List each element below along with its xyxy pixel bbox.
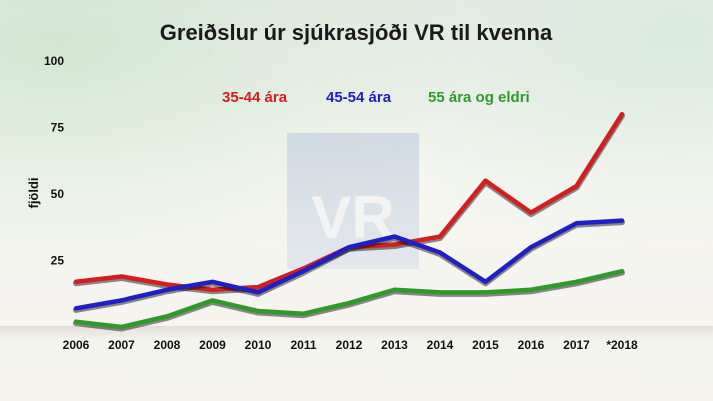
baseline-shadow xyxy=(0,326,713,340)
y-tick-label: 25 xyxy=(51,254,65,268)
x-tick-label: 2010 xyxy=(245,338,272,352)
x-tick-label: 2015 xyxy=(472,338,499,352)
x-tick-label: 2012 xyxy=(336,338,363,352)
y-tick-label: 50 xyxy=(51,187,65,201)
x-tick-label: 2011 xyxy=(290,338,316,352)
x-tick-label: 2013 xyxy=(381,338,408,352)
legend: 35-44 ára 45-54 ára 55 ára og eldri xyxy=(222,89,530,106)
series-lines xyxy=(73,111,625,332)
legend-entry: 35-44 ára xyxy=(222,89,288,106)
legend-entry: 55 ára og eldri xyxy=(428,89,530,106)
x-axis-ticks: 2006 2007 2008 2009 2010 2011 2012 2013 2014 2015… xyxy=(63,338,638,352)
chart-title: Greiðslur úr sjúkrasjóði VR til kvenna xyxy=(160,20,553,45)
y-tick-label: 75 xyxy=(51,121,65,135)
x-tick-label: 2014 xyxy=(427,338,454,352)
legend-entry: 45-54 ára xyxy=(326,89,392,106)
x-tick-label: 2006 xyxy=(63,338,90,352)
y-axis-ticks: 100 75 50 25 xyxy=(44,54,64,268)
series-line-2 xyxy=(73,218,625,311)
x-tick-label: 2016 xyxy=(518,338,545,352)
x-tick-label: 2007 xyxy=(108,338,135,352)
series-line-3 xyxy=(73,268,625,330)
x-tick-label: 2017 xyxy=(563,338,590,352)
x-tick-label: *2018 xyxy=(606,338,638,352)
x-tick-label: 2009 xyxy=(199,338,226,352)
y-axis-label: fjöldi xyxy=(26,177,41,208)
y-tick-label: 100 xyxy=(44,54,64,68)
x-tick-label: 2008 xyxy=(154,338,181,352)
